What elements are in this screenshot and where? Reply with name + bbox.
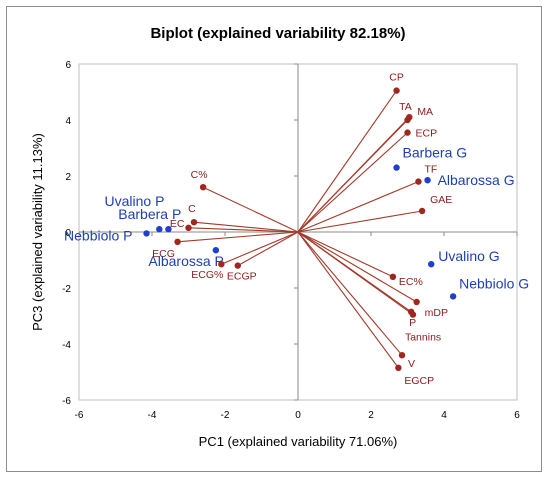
observation-label: Barbera G xyxy=(403,145,468,161)
variable-label: ECG xyxy=(152,248,175,260)
loading-vector-ecp xyxy=(297,132,408,233)
y-tick-label: -2 xyxy=(62,284,71,295)
loading-vector-ec xyxy=(188,227,299,233)
variable-label: V xyxy=(408,358,415,370)
variable-point xyxy=(174,238,181,245)
variable-point xyxy=(415,178,422,185)
observation-label: Barbera P xyxy=(118,206,181,222)
x-axis-title: PC1 (explained variability 71.06%) xyxy=(199,434,398,449)
loading-vector-ma xyxy=(297,116,410,233)
observation-point xyxy=(449,293,457,300)
loading-vector-mdp xyxy=(297,231,417,303)
variable-point xyxy=(395,364,402,371)
chart-title: Biplot (explained variability 82.18%) xyxy=(150,25,405,42)
chart-frame: Biplot (explained variability 82.18%) -6… xyxy=(6,6,542,472)
variable-point xyxy=(409,311,417,318)
y-tick-label: 0 xyxy=(65,228,71,239)
loading-vector-v xyxy=(297,231,403,356)
variable-label: CP xyxy=(389,72,404,84)
observation-label: Nebbiolo G xyxy=(459,275,529,291)
variable-label: GAE xyxy=(430,194,452,206)
loading-vector-c xyxy=(193,221,299,233)
loading-vector-tf xyxy=(297,181,419,233)
loading-vector-ec- xyxy=(297,231,394,278)
x-tick-label: 4 xyxy=(441,410,447,421)
variable-label: TA xyxy=(399,101,412,113)
variable-point xyxy=(199,184,207,191)
variable-point xyxy=(234,262,241,269)
variable-point xyxy=(218,261,225,268)
loading-vector-c- xyxy=(202,186,299,233)
y-tick-label: -4 xyxy=(62,340,71,351)
x-tick-label: -6 xyxy=(75,410,84,421)
observation-point xyxy=(428,261,435,268)
loading-vector-ecg- xyxy=(221,231,299,265)
variable-point xyxy=(398,352,406,359)
variable-point xyxy=(389,273,397,280)
observation-label: Nebbiolo P xyxy=(64,227,133,243)
variable-label: P xyxy=(409,317,416,329)
variable-label: C% xyxy=(191,169,208,181)
loading-vector-cp xyxy=(297,90,398,233)
variable-label: EC xyxy=(170,218,185,230)
variable-label: TF xyxy=(424,164,437,176)
variable-label: EC% xyxy=(399,276,423,288)
biplot-chart: Biplot (explained variability 82.18%) -6… xyxy=(30,25,529,449)
y-tick-label: -6 xyxy=(62,396,71,407)
loading-vector-ecgp xyxy=(237,231,299,267)
y-tick-label: 6 xyxy=(65,60,71,71)
observation-point xyxy=(165,226,172,233)
observation-point xyxy=(143,230,150,237)
observation-point xyxy=(156,226,163,233)
variable-label: EGCP xyxy=(404,375,434,387)
observation-label: Uvalino G xyxy=(438,248,499,264)
variable-point xyxy=(404,129,411,136)
variable-point xyxy=(185,224,192,231)
observation-point xyxy=(424,177,431,184)
variable-point xyxy=(406,114,413,121)
observation-label: Albarossa G xyxy=(438,172,515,188)
x-tick-label: 0 xyxy=(295,410,301,421)
observation-label: Albarossa P xyxy=(148,253,223,269)
loading-vector-gae xyxy=(297,210,423,233)
loading-vector-egcp xyxy=(297,231,399,369)
variable-label: C xyxy=(188,203,196,215)
y-tick-label: 4 xyxy=(65,116,71,127)
observation-point xyxy=(393,164,400,171)
observation-point xyxy=(212,247,220,254)
y-tick-label: 2 xyxy=(65,172,71,183)
variable-point xyxy=(413,298,420,306)
variable-label: mDP xyxy=(425,307,448,319)
observation-label: Uvalino P xyxy=(105,193,165,209)
x-tick-label: 6 xyxy=(514,410,520,421)
x-tick-label: -4 xyxy=(148,410,157,421)
x-tick-label: 2 xyxy=(368,410,374,421)
x-tick-label: -2 xyxy=(221,410,230,421)
y-axis-title: PC3 (explained variability 11.13%) xyxy=(30,133,45,331)
variable-label: ECG% xyxy=(191,269,223,281)
variable-label: ECP xyxy=(416,128,438,140)
variable-point xyxy=(190,219,198,226)
variable-label: ECGP xyxy=(227,271,257,283)
variable-label: MA xyxy=(417,106,433,118)
variable-label: Tannins xyxy=(405,332,441,344)
loading-vector-ecg xyxy=(177,231,299,243)
loading-vector-tannins xyxy=(297,231,414,316)
variable-point xyxy=(393,87,400,94)
variable-point xyxy=(418,207,426,215)
